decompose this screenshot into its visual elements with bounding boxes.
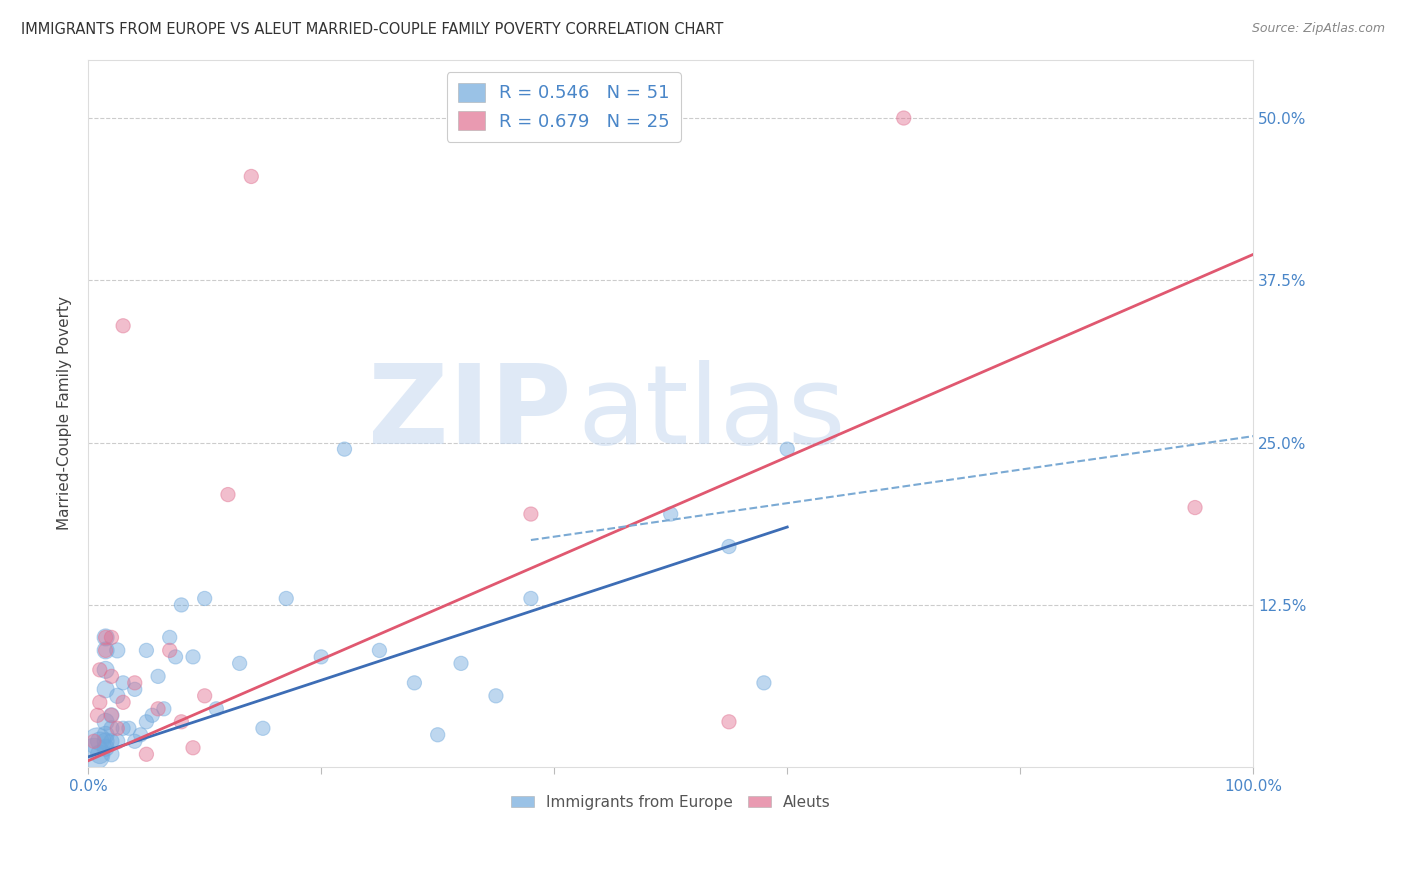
- Point: [89, 695, 111, 709]
- Point: [181, 649, 204, 664]
- Point: [94, 631, 117, 645]
- Point: [89, 734, 111, 748]
- Point: [89, 747, 111, 762]
- Text: Source: ZipAtlas.com: Source: ZipAtlas.com: [1251, 22, 1385, 36]
- Text: atlas: atlas: [578, 360, 846, 467]
- Point: [194, 689, 217, 703]
- Y-axis label: Married-Couple Family Poverty: Married-Couple Family Poverty: [58, 296, 72, 531]
- Point: [659, 507, 682, 521]
- Point: [94, 643, 117, 657]
- Point: [752, 676, 775, 690]
- Point: [94, 714, 117, 729]
- Point: [426, 728, 449, 742]
- Point: [194, 591, 217, 606]
- Point: [105, 643, 128, 657]
- Point: [112, 318, 135, 333]
- Point: [205, 702, 228, 716]
- Point: [105, 689, 128, 703]
- Point: [112, 676, 135, 690]
- Point: [217, 487, 239, 501]
- Point: [94, 631, 117, 645]
- Point: [170, 714, 193, 729]
- Point: [1184, 500, 1206, 515]
- Text: ZIP: ZIP: [368, 360, 572, 467]
- Point: [146, 702, 169, 716]
- Point: [333, 442, 356, 457]
- Point: [100, 708, 122, 723]
- Point: [181, 740, 204, 755]
- Point: [368, 643, 391, 657]
- Point: [170, 598, 193, 612]
- Point: [105, 734, 128, 748]
- Point: [83, 734, 105, 748]
- Point: [100, 747, 122, 762]
- Legend: Immigrants from Europe, Aleuts: Immigrants from Europe, Aleuts: [505, 789, 837, 816]
- Point: [153, 702, 176, 716]
- Point: [94, 682, 117, 697]
- Point: [146, 669, 169, 683]
- Point: [94, 734, 117, 748]
- Point: [100, 734, 122, 748]
- Point: [112, 721, 135, 735]
- Point: [228, 657, 250, 671]
- Point: [135, 714, 157, 729]
- Point: [100, 708, 122, 723]
- Point: [83, 747, 105, 762]
- Point: [485, 689, 508, 703]
- Point: [159, 643, 181, 657]
- Point: [124, 682, 146, 697]
- Point: [100, 669, 122, 683]
- Point: [94, 663, 117, 677]
- Point: [717, 540, 740, 554]
- Point: [94, 728, 117, 742]
- Point: [159, 631, 181, 645]
- Point: [86, 734, 108, 748]
- Point: [520, 591, 543, 606]
- Point: [893, 111, 915, 125]
- Point: [94, 740, 117, 755]
- Point: [129, 728, 152, 742]
- Point: [135, 643, 157, 657]
- Point: [100, 631, 122, 645]
- Point: [112, 695, 135, 709]
- Point: [124, 734, 146, 748]
- Point: [100, 721, 122, 735]
- Text: IMMIGRANTS FROM EUROPE VS ALEUT MARRIED-COUPLE FAMILY POVERTY CORRELATION CHART: IMMIGRANTS FROM EUROPE VS ALEUT MARRIED-…: [21, 22, 724, 37]
- Point: [135, 747, 157, 762]
- Point: [165, 649, 187, 664]
- Point: [404, 676, 426, 690]
- Point: [520, 507, 543, 521]
- Point: [309, 649, 332, 664]
- Point: [450, 657, 472, 671]
- Point: [240, 169, 263, 184]
- Point: [105, 721, 128, 735]
- Point: [94, 643, 117, 657]
- Point: [252, 721, 274, 735]
- Point: [118, 721, 141, 735]
- Point: [776, 442, 799, 457]
- Point: [276, 591, 298, 606]
- Point: [124, 676, 146, 690]
- Point: [717, 714, 740, 729]
- Point: [89, 663, 111, 677]
- Point: [86, 708, 108, 723]
- Point: [141, 708, 163, 723]
